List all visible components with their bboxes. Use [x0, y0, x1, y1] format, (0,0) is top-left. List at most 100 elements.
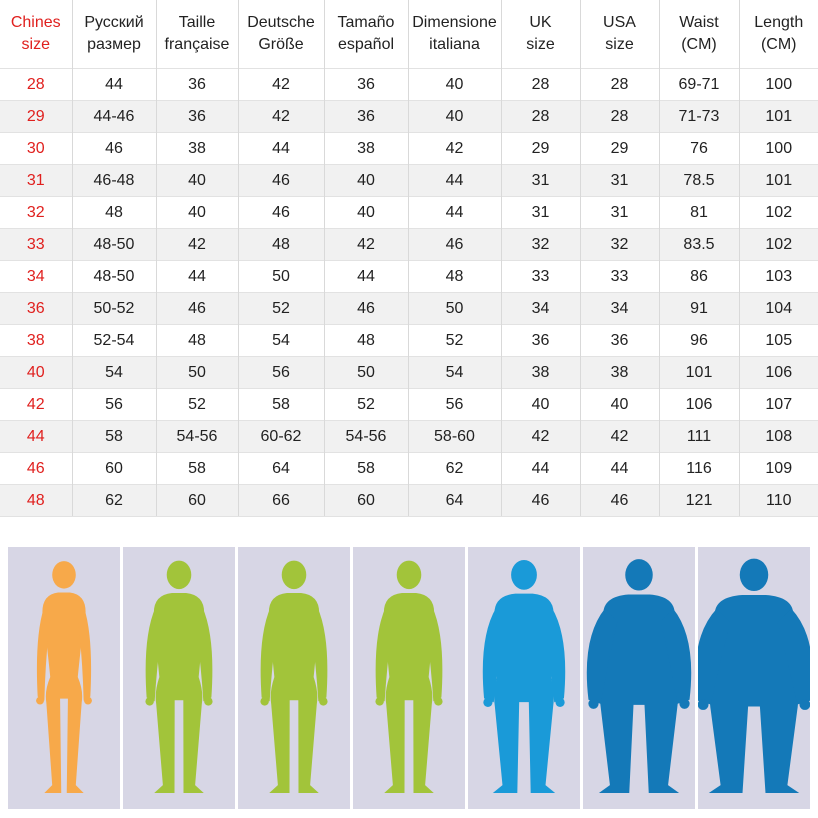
table-cell: 29: [580, 132, 660, 165]
column-header-line-2: italiana: [429, 36, 480, 53]
table-cell: 33: [580, 260, 660, 293]
table-row: 29 44-46 36 42 36 40 28 28 71-73 101: [0, 100, 818, 133]
left-hand-shape: [375, 697, 384, 706]
table-cell: 50-52: [72, 292, 157, 325]
table-row: 32 48 40 46 40 44 31 31 81 102: [0, 196, 818, 229]
chinese-size-cell: 42: [0, 388, 73, 421]
head-shape: [281, 560, 307, 590]
very-obese-body-figure-icon: [698, 558, 810, 793]
right-hand-shape: [319, 697, 328, 706]
table-cell: 58: [324, 452, 409, 485]
column-header-line-1: Dimensione: [412, 14, 497, 31]
right-hand-shape: [434, 697, 443, 706]
head-shape: [625, 559, 653, 591]
table-cell: 106: [659, 388, 740, 421]
table-row: 36 50-52 46 52 46 50 34 34 91 104: [0, 292, 818, 325]
column-header: USA size: [580, 0, 660, 69]
chinese-size-cell: 31: [0, 164, 73, 197]
column-header-line-2: español: [337, 36, 395, 53]
table-cell: 38: [501, 356, 581, 389]
table-cell: 58: [238, 388, 325, 421]
left-hand-shape: [145, 697, 154, 706]
table-cell: 42: [408, 132, 502, 165]
chinese-size-cell: 36: [0, 292, 73, 325]
table-cell: 110: [739, 484, 818, 517]
right-arm-shape: [660, 608, 692, 704]
chinese-size-cell: 29: [0, 100, 73, 133]
table-cell: 44: [408, 196, 502, 229]
left-hand-shape: [588, 698, 599, 709]
table-row: 40 54 50 56 50 54 38 38 101 106: [0, 356, 818, 389]
table-cell: 60: [156, 484, 239, 517]
column-header-line-1: Chines: [10, 14, 61, 31]
table-cell: 40: [501, 388, 581, 421]
table-cell: 111: [659, 420, 740, 453]
table-cell: 102: [739, 228, 818, 261]
table-cell: 40: [408, 100, 502, 133]
table-cell: 29: [501, 132, 581, 165]
body-type-illustration: [8, 547, 810, 809]
table-cell: 40: [408, 68, 502, 101]
table-cell: 108: [739, 420, 818, 453]
table-cell: 32: [501, 228, 581, 261]
table-cell: 52: [408, 324, 502, 357]
table-cell: 36: [324, 68, 409, 101]
left-arm-shape: [36, 606, 51, 701]
left-arm-shape: [260, 606, 279, 702]
table-cell: 58: [72, 420, 157, 453]
chinese-size-cell: 44: [0, 420, 73, 453]
table-cell: 38: [324, 132, 409, 165]
right-arm-shape: [194, 606, 213, 702]
table-cell: 64: [408, 484, 502, 517]
table-cell: 102: [739, 196, 818, 229]
table-cell: 44: [501, 452, 581, 485]
table-cell: 36: [324, 100, 409, 133]
figure-panel: [698, 547, 810, 809]
left-arm-shape: [375, 606, 394, 702]
head-shape: [166, 560, 192, 590]
obese-body-figure-icon: [586, 559, 692, 793]
table-cell: 46: [238, 164, 325, 197]
table-cell: 44: [580, 452, 660, 485]
table-cell: 54-56: [156, 420, 239, 453]
chinese-size-cell: 33: [0, 228, 73, 261]
table-cell: 36: [580, 324, 660, 357]
figure-panel: [353, 547, 465, 809]
column-header-line-2: (CM): [760, 36, 797, 53]
table-cell: 56: [72, 388, 157, 421]
left-hand-shape: [260, 697, 269, 706]
chinese-size-cell: 30: [0, 132, 73, 165]
torso-shape: [268, 593, 320, 793]
column-header: Русский размер: [72, 0, 157, 69]
table-cell: 46: [238, 196, 325, 229]
table-cell: 42: [156, 228, 239, 261]
table-cell: 38: [580, 356, 660, 389]
table-cell: 46: [72, 132, 157, 165]
table-cell: 50: [324, 356, 409, 389]
table-cell: 54-56: [324, 420, 409, 453]
size-chart-table: Chines size Русский размер Taille française De…: [0, 0, 818, 517]
chinese-size-cell: 48: [0, 484, 73, 517]
table-row: 48 62 60 66 60 64 46 46 121 110: [0, 484, 818, 517]
table-cell: 40: [156, 196, 239, 229]
column-header-line-1: Length: [754, 14, 804, 31]
table-cell: 105: [739, 324, 818, 357]
left-arm-shape: [145, 606, 164, 702]
table-cell: 101: [739, 164, 818, 197]
table-cell: 40: [156, 164, 239, 197]
table-cell: 34: [501, 292, 581, 325]
table-cell: 31: [501, 164, 581, 197]
chinese-size-cell: 34: [0, 260, 73, 293]
column-header: Chines size: [0, 0, 73, 69]
table-row: 44 58 54-56 60-62 54-56 58-60 42 42 111 108: [0, 420, 818, 453]
table-cell: 71-73: [659, 100, 740, 133]
column-header: Taille française: [156, 0, 239, 69]
chinese-size-cell: 32: [0, 196, 73, 229]
table-cell: 28: [501, 100, 581, 133]
left-hand-shape: [483, 697, 493, 707]
left-arm-shape: [482, 607, 506, 703]
left-hand-shape: [36, 696, 44, 705]
head-shape: [396, 560, 422, 590]
table-cell: 44: [408, 164, 502, 197]
figure-panel: [123, 547, 235, 809]
